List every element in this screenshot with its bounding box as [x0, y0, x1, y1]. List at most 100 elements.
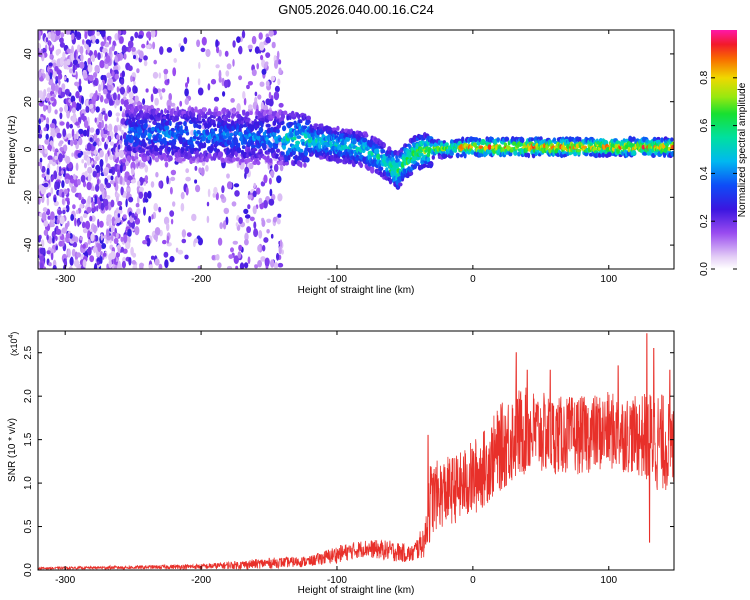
spectrogram-noise-cell: [215, 64, 220, 69]
spectrogram-noise-cell: [65, 233, 71, 239]
spectrogram-ridge-cell: [268, 109, 273, 114]
spectrogram-noise-cell: [128, 91, 134, 100]
spectrogram-ridge-cell: [140, 123, 144, 130]
spectrogram-ridge-cell: [139, 119, 145, 125]
spectrogram-ridge-cell: [359, 162, 364, 168]
spectrogram-noise-cell: [50, 96, 55, 102]
spectrogram-ridge-cell: [164, 108, 167, 114]
spectrogram-noise-cell: [169, 186, 173, 195]
spectrogram-noise-cell: [70, 95, 76, 103]
spectrogram-ridge-cell: [660, 137, 664, 143]
snr-x-label: Height of straight line (km): [298, 585, 415, 596]
spectrogram-noise-cell: [93, 224, 97, 234]
spectrogram-noise-cell: [39, 247, 45, 255]
spectrogram-noise-cell: [201, 36, 207, 46]
spectrogram-ridge-cell: [172, 140, 176, 146]
spectrogram-noise-cell: [62, 51, 66, 60]
spectrogram-ridge-cell: [318, 143, 322, 149]
spectrogram-noise-cell: [215, 254, 220, 261]
spectrogram-ridge-cell: [227, 113, 231, 119]
spectrogram-ridge-cell: [520, 137, 525, 144]
spectrogram-ridge-cell: [288, 122, 294, 126]
spectrogram-noise-cell: [63, 188, 69, 195]
spectrogram-noise-cell: [60, 170, 65, 175]
spectrogram-ridge-cell: [131, 116, 136, 123]
snr-y-tick-label: 1.5: [23, 432, 34, 446]
spectrogram-ridge-cell: [597, 152, 602, 158]
spectrogram-noise-cell: [111, 45, 115, 52]
spectrogram-ridge-cell: [272, 131, 277, 136]
spectrogram-noise-cell: [91, 54, 96, 62]
spectrogram-noise-cell: [273, 91, 280, 101]
spectrogram-ridge-cell: [185, 131, 190, 136]
spectrogram-noise-cell: [197, 78, 201, 86]
spectrogram-noise-cell: [61, 240, 65, 247]
spectrogram-ridge-cell: [184, 125, 188, 132]
spectrogram-noise-cell: [55, 228, 62, 235]
spectrogram-noise-cell: [205, 165, 209, 172]
spectrogram-noise-cell: [78, 128, 84, 135]
spectrogram-noise-cell: [45, 174, 50, 181]
spectrogram-noise-cell: [82, 39, 85, 45]
spectrogram-ridge-cell: [578, 137, 582, 142]
spectrogram-noise-cell: [104, 177, 108, 185]
spectrogram-noise-cell: [277, 213, 282, 218]
spectrogram-noise-cell: [91, 201, 95, 209]
spectrogram-noise-cell: [265, 52, 271, 58]
spectrogram-ridge-cell: [239, 125, 244, 129]
spectrogram-noise-cell: [75, 162, 79, 171]
spectrogram-ridge-cell: [265, 123, 271, 128]
spectrogram-noise-cell: [100, 81, 104, 91]
spectrogram-ridge-cell: [164, 125, 170, 131]
spectrogram-ridge-cell: [151, 153, 155, 159]
spectrogram-noise-cell: [127, 228, 132, 237]
spectrogram-noise-cell: [43, 89, 47, 97]
spectrogram-noise-cell: [75, 121, 80, 126]
spectrogram-noise-cell: [95, 38, 100, 45]
spectrogram-ridge-cell: [576, 149, 582, 153]
spectrogram-ridge-cell: [240, 116, 245, 121]
spectrogram-ridge-cell: [190, 144, 195, 149]
spectrogram-noise-cell: [46, 117, 50, 125]
spectrogram-ridge-cell: [299, 119, 303, 124]
spectrogram-noise-cell: [39, 212, 43, 218]
spectrogram-ridge-cell: [158, 134, 163, 138]
spectrogram-noise-cell: [47, 155, 53, 161]
spectrogram-ridge-cell: [235, 111, 240, 115]
spectrogram-noise-cell: [147, 190, 152, 199]
spectrogram-noise-cell: [115, 196, 119, 203]
spectrogram-ridge-cell: [478, 145, 484, 149]
spectrogram-noise-cell: [95, 184, 100, 192]
spectrogram-noise-cell: [142, 240, 148, 245]
spectrogram-cells: [38, 30, 674, 269]
spectrogram-noise-cell: [108, 154, 114, 161]
spectrogram-noise-cell: [47, 192, 52, 197]
spectrogram-ridge-cell: [139, 148, 143, 153]
spectrogram-noise-cell: [249, 162, 254, 169]
spectrogram-noise-cell: [153, 234, 158, 241]
spectrogram-noise-cell: [95, 128, 100, 136]
spectrogram-noise-cell: [175, 247, 179, 253]
spectrogram-noise-cell: [166, 222, 170, 232]
spectrogram-noise-cell: [72, 64, 76, 74]
spectrogram-ridge-cell: [204, 122, 208, 129]
spectrogram-noise-cell: [71, 116, 77, 124]
spectrogram-noise-cell: [207, 188, 211, 198]
spectrogram-noise-cell: [76, 31, 82, 39]
spectrogram-ridge-cell: [159, 145, 165, 150]
spectrogram-noise-cell: [100, 30, 106, 38]
spectrogram-noise-cell: [87, 246, 92, 256]
spectrogram-noise-cell: [123, 234, 128, 244]
spectrogram-ridge-cell: [251, 144, 256, 149]
spectrogram-ridge-cell: [422, 163, 427, 168]
spectrogram-ridge-cell: [670, 137, 674, 142]
spectrogram-noise-cell: [172, 67, 177, 77]
spectrogram-noise-cell: [154, 97, 159, 106]
spectrogram-ridge-cell: [209, 145, 214, 152]
spectrogram-noise-cell: [54, 155, 59, 160]
spectrogram-noise-cell: [102, 198, 109, 207]
spectrogram-ridge-cell: [378, 166, 384, 172]
spectrogram-ridge-cell: [144, 122, 148, 129]
spectrogram-ridge-cell: [250, 126, 255, 132]
spectrogram-noise-cell: [170, 176, 176, 182]
